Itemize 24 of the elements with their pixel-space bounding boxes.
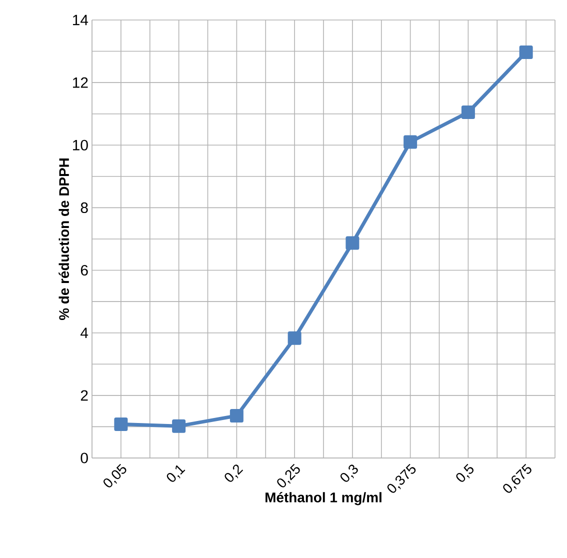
point (346, 236, 360, 250)
x-tick-label: 0,5 (456, 464, 474, 482)
point (461, 106, 475, 120)
y-tick-label: 8 (80, 202, 88, 213)
point (288, 331, 302, 345)
x-tick-label: 0,25 (277, 464, 300, 488)
point (519, 45, 533, 59)
point (404, 135, 418, 149)
y-axis-title: % de réduction de DPPH (58, 158, 70, 320)
point (172, 419, 186, 433)
y-tick-label: 6 (80, 264, 88, 276)
y-tick-label: 2 (80, 390, 88, 401)
x-axis-title: Méthanol 1 mg/ml (266, 492, 382, 506)
y-tick-label: 10 (73, 140, 88, 150)
y-tick-label: 12 (73, 77, 88, 88)
y-tick-label: 14 (73, 14, 88, 26)
y-tick-label: 4 (80, 328, 88, 338)
x-tick-label: 0,3 (340, 464, 358, 482)
x-tick-label: 0,05 (104, 464, 126, 488)
x-tick-label: 0,2 (224, 464, 244, 482)
point (114, 417, 128, 431)
x-tick-label: 0,1 (166, 465, 186, 482)
y-tick-label: 0 (80, 452, 88, 464)
point (230, 409, 244, 422)
